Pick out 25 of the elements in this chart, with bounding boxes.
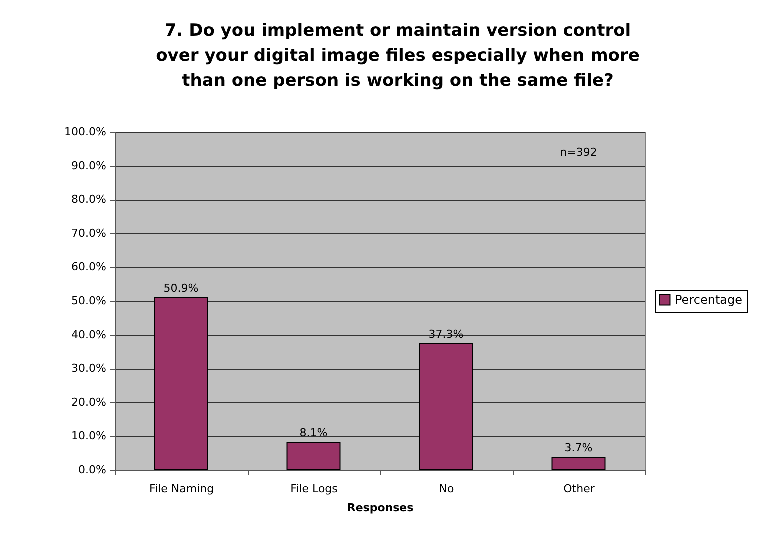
y-tick-label: 30.0% (72, 362, 106, 376)
y-tick-label: 80.0% (72, 193, 106, 206)
y-tick-label: 60.0% (72, 260, 106, 274)
bar (154, 297, 208, 470)
y-tick-label: 90.0% (72, 159, 106, 172)
x-tick-label: Other (564, 482, 596, 496)
annotation: n=392 (560, 146, 598, 159)
y-tick-label: 100.0% (64, 126, 106, 138)
x-tick-label: File Naming (149, 482, 214, 496)
data-label: 50.9% (164, 282, 199, 295)
legend-label: Percentage (675, 293, 743, 307)
bar (286, 442, 341, 470)
y-tick-label: 10.0% (72, 430, 106, 443)
x-tick-label: No (439, 482, 454, 496)
y-tick-label: 20.0% (72, 396, 106, 409)
y-tick-label: 70.0% (72, 226, 106, 240)
chart-title: 7. Do you implement or maintain version control over your digital image files especially when more than one person is working on the same file? (156, 21, 640, 91)
bar (419, 343, 474, 470)
x-axis-title: Responses (347, 502, 414, 514)
data-label: 3.7% (564, 441, 593, 454)
bar (552, 456, 606, 470)
x-tick-label: File Logs (290, 482, 338, 496)
y-tick-label: 40.0% (72, 328, 106, 342)
y-tick-label: 50.0% (72, 294, 106, 308)
y-tick-label: 0.0% (78, 464, 106, 476)
